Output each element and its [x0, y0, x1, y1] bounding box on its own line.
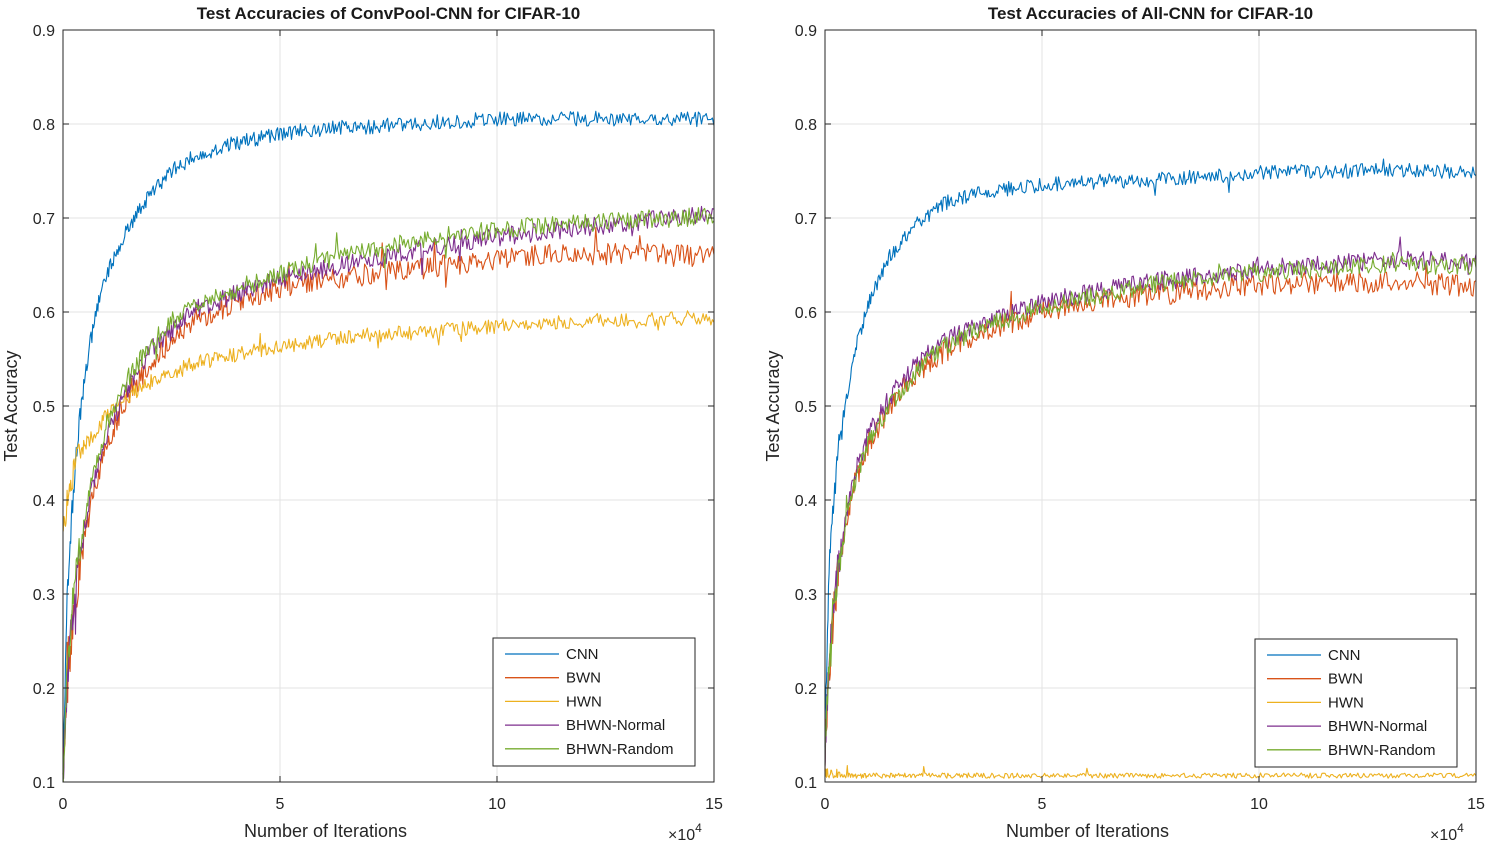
legend-item-hwn: HWN: [505, 693, 602, 710]
series-line-cnn: [824, 158, 1477, 748]
legend-item-cnn: CNN: [505, 646, 599, 663]
y-tick-label: 0.3: [33, 587, 55, 604]
legend-item-bhwn-normal: BHWN-Normal: [505, 717, 665, 734]
y-tick-label: 0.1: [33, 775, 55, 792]
x-tick-label: 10: [1250, 796, 1268, 813]
series-line-bhwn-normal: [62, 205, 715, 780]
y-tick-label: 0.2: [795, 681, 817, 698]
legend-item-bwn: BWN: [1267, 671, 1363, 688]
x-tick-label: 15: [705, 796, 723, 813]
x-exponent-base: ×10: [1430, 827, 1457, 844]
legend-label-cnn: CNN: [1328, 647, 1361, 664]
y-tick-label: 0.7: [795, 211, 817, 228]
x-exponent-label: ×104: [1430, 821, 1464, 844]
x-exponent-label: ×104: [668, 821, 702, 844]
y-axis-label: Test Accuracy: [763, 350, 783, 461]
series-lines: [62, 110, 715, 783]
ticks: 0 5 10 15 0.1 0.2 0.3 0.4 0.5 0.6 0.7 0.8 0.9: [795, 23, 1485, 813]
y-tick-label: 0.8: [33, 117, 55, 134]
series-line-bhwn-random: [824, 252, 1477, 766]
x-tick-label: 5: [276, 796, 285, 813]
legend-label-bhwn-normal: BHWN-Normal: [1328, 718, 1427, 735]
legend: CNN BWN HWN BHWN-Normal BHWN-Random: [492, 637, 696, 767]
y-tick-label: 0.6: [795, 305, 817, 322]
x-exponent-power: 4: [1457, 821, 1464, 835]
series-lines: [824, 158, 1477, 779]
legend-item-bhwn-random: BHWN-Random: [505, 741, 674, 758]
legend-label-hwn: HWN: [1328, 694, 1364, 711]
y-tick-label: 0.4: [795, 493, 817, 510]
x-tick-label: 15: [1467, 796, 1485, 813]
legend-label-bhwn-random: BHWN-Random: [566, 741, 674, 758]
gridlines: [62, 29, 715, 783]
y-tick-label: 0.6: [33, 305, 55, 322]
legend-label-bhwn-normal: BHWN-Normal: [566, 717, 665, 734]
legend-item-hwn: HWN: [1267, 694, 1364, 711]
y-tick-label: 0.3: [795, 587, 817, 604]
y-tick-label: 0.9: [795, 23, 817, 40]
legend-label-bwn: BWN: [566, 670, 601, 687]
series-line-cnn: [62, 110, 715, 762]
legend-label-hwn: HWN: [566, 693, 602, 710]
legend-label-bhwn-random: BHWN-Random: [1328, 742, 1436, 759]
x-axis-label: Number of Iterations: [244, 821, 407, 841]
x-tick-label: 10: [488, 796, 506, 813]
y-tick-label: 0.7: [33, 211, 55, 228]
legend-item-bwn: BWN: [505, 670, 601, 687]
y-tick-label: 0.2: [33, 681, 55, 698]
chart-convpool-cnn: 0 5 10 15 0.1 0.2 0.3 0.4 0.5 0.6 0.7 0.8 0.9 ×104 Tes…: [1, 4, 723, 844]
x-tick-label: 0: [821, 796, 830, 813]
y-tick-label: 0.4: [33, 493, 55, 510]
y-tick-label: 0.9: [33, 23, 55, 40]
series-line-bhwn-random: [62, 207, 715, 783]
x-tick-label: 5: [1038, 796, 1047, 813]
series-line-hwn: [824, 764, 1477, 779]
y-tick-label: 0.5: [795, 399, 817, 416]
y-axis-label: Test Accuracy: [1, 350, 21, 461]
y-tick-label: 0.5: [33, 399, 55, 416]
x-axis-label: Number of Iterations: [1006, 821, 1169, 841]
legend-label-cnn: CNN: [566, 646, 599, 663]
y-tick-label: 0.8: [795, 117, 817, 134]
x-exponent-power: 4: [695, 821, 702, 835]
chart-title: Test Accuracies of All-CNN for CIFAR-10: [988, 4, 1313, 23]
ticks: 0 5 10 15 0.1 0.2 0.3 0.4 0.5 0.6 0.7 0.8 0.9: [33, 23, 723, 813]
chart-title: Test Accuracies of ConvPool-CNN for CIFA…: [197, 4, 581, 23]
x-exponent-base: ×10: [668, 827, 695, 844]
legend-item-bhwn-normal: BHWN-Normal: [1267, 718, 1427, 735]
legend-item-bhwn-random: BHWN-Random: [1267, 742, 1436, 759]
legend-item-cnn: CNN: [1267, 647, 1361, 664]
series-line-hwn: [62, 310, 715, 532]
legend: CNN BWN HWN BHWN-Normal BHWN-Random: [1254, 638, 1458, 768]
chart-all-cnn: 0 5 10 15 0.1 0.2 0.3 0.4 0.5 0.6 0.7 0.8 0.9 ×104 Tes…: [763, 4, 1485, 844]
legend-label-bwn: BWN: [1328, 671, 1363, 688]
series-line-bhwn-normal: [824, 236, 1477, 767]
series-line-bwn: [62, 227, 715, 775]
x-tick-label: 0: [59, 796, 68, 813]
y-tick-label: 0.1: [795, 775, 817, 792]
